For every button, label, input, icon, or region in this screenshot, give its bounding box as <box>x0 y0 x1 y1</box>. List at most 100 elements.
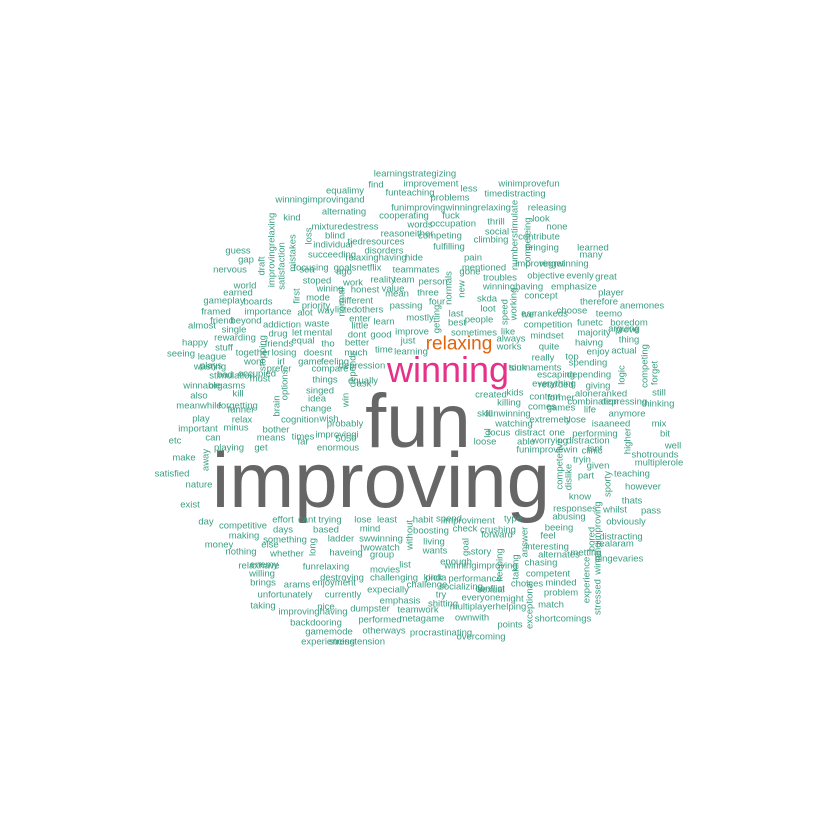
word: good <box>370 329 392 341</box>
word: whilst <box>603 504 627 516</box>
word: performed <box>358 614 402 626</box>
word: bad <box>217 369 233 381</box>
word: gamemode <box>305 626 353 638</box>
word: much <box>344 347 368 359</box>
word: enter <box>349 313 371 325</box>
word: normal <box>336 287 348 317</box>
word: priority <box>301 300 331 312</box>
word: others <box>356 304 384 316</box>
word: bit <box>659 428 671 440</box>
word: able <box>517 436 535 448</box>
word: relaxhave <box>238 560 280 572</box>
word: isaaneed <box>591 418 631 430</box>
word: must <box>249 373 271 385</box>
word: player <box>598 287 624 299</box>
word: guess <box>225 245 251 257</box>
word: boosting <box>413 525 449 537</box>
word: created <box>475 389 507 401</box>
word: minus <box>223 422 249 434</box>
word: change <box>300 403 332 415</box>
word: competeing <box>522 217 534 267</box>
word: actual <box>611 345 637 357</box>
word: improve <box>395 326 429 338</box>
word: framed <box>201 306 231 318</box>
word: arguing <box>608 323 640 335</box>
word: sea <box>299 264 315 276</box>
word: higher <box>622 427 634 455</box>
word: willing <box>249 568 275 580</box>
word: sometimes <box>451 327 497 339</box>
word: games <box>546 402 576 414</box>
word: like <box>500 326 516 338</box>
word: little <box>351 320 369 332</box>
word: brings <box>250 577 276 589</box>
word: playing <box>213 442 245 454</box>
word: great <box>595 271 617 283</box>
word: reality <box>370 274 396 286</box>
word: things <box>312 374 338 386</box>
word: clinic <box>581 445 603 457</box>
word: conflict <box>475 583 505 595</box>
word: former <box>547 392 575 404</box>
word: happy <box>182 337 208 349</box>
word: competing <box>418 230 462 242</box>
word: compare <box>311 363 349 375</box>
word: friends <box>264 338 294 350</box>
word: win <box>340 392 352 408</box>
word: depending <box>566 369 612 381</box>
word: life <box>583 404 597 416</box>
word: match <box>538 599 564 611</box>
word: almost <box>188 320 216 332</box>
word: kind <box>283 212 301 224</box>
word: destroying <box>320 572 364 584</box>
word: haveing <box>329 547 363 559</box>
word: troubles <box>483 272 517 284</box>
word: part <box>577 470 595 482</box>
word: regret <box>539 258 565 270</box>
word: teaching <box>614 468 650 480</box>
word: dumpster <box>350 603 390 615</box>
word: content <box>529 391 561 403</box>
word: unfortunately <box>257 589 313 601</box>
word: wasting <box>193 361 227 373</box>
word: top <box>565 351 579 363</box>
word: people <box>464 314 494 326</box>
word: stimulation <box>209 370 255 382</box>
word-improving: improving <box>211 436 551 524</box>
word: might <box>500 593 524 605</box>
word: rewarding <box>214 332 256 344</box>
word: single <box>221 324 247 336</box>
word: friend <box>210 315 234 327</box>
word: depressing <box>600 396 648 408</box>
word: working <box>508 287 520 321</box>
word: kinda <box>423 572 447 584</box>
word: learn <box>373 316 395 328</box>
word: better <box>344 337 370 349</box>
word: know <box>568 491 592 503</box>
word: distracting <box>599 531 643 543</box>
word: metagame <box>399 613 445 625</box>
word: releasing <box>527 202 567 214</box>
word: forget <box>649 360 661 386</box>
word: contribute <box>518 231 560 243</box>
word: lol <box>482 428 494 438</box>
word: trying <box>318 514 342 526</box>
word: overcoming <box>456 631 506 643</box>
word: important <box>178 423 218 435</box>
word: improvinghaving <box>278 606 348 618</box>
word: tryin <box>573 454 591 466</box>
word: without <box>404 519 416 551</box>
word: crushing <box>480 524 516 536</box>
word: well <box>664 440 682 452</box>
word: spending <box>568 357 608 369</box>
word: addiction <box>262 319 302 331</box>
word: pick <box>425 572 443 584</box>
word: normals <box>443 271 455 305</box>
word: etc <box>168 435 182 447</box>
word: currently <box>324 589 362 601</box>
word: challenging <box>369 572 419 584</box>
word: whether <box>270 548 304 560</box>
word: means <box>256 432 286 444</box>
word: arams <box>283 579 311 591</box>
word: list <box>399 559 411 571</box>
